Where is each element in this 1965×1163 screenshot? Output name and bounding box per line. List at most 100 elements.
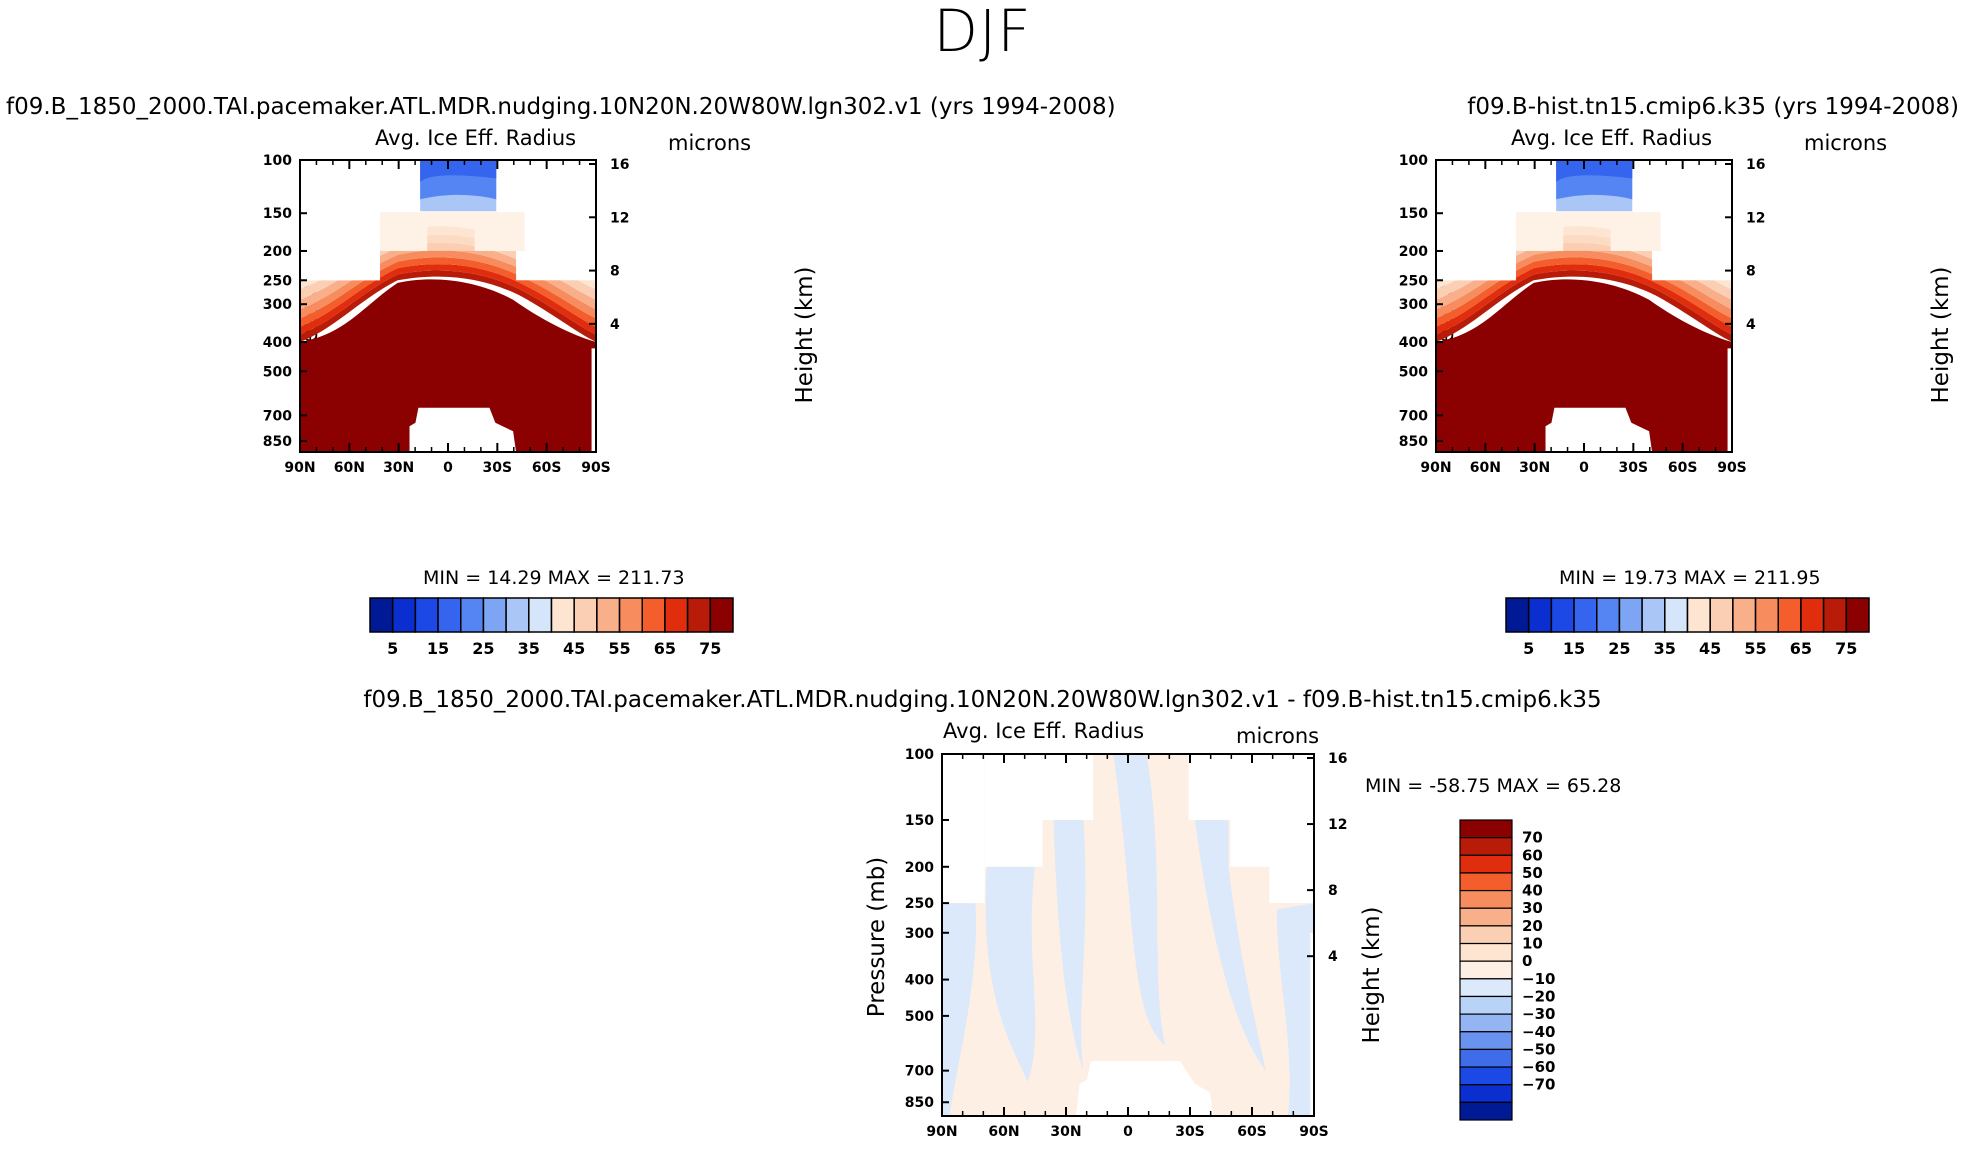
left-ptick-label-850: 850 <box>263 434 292 450</box>
right-xtick-label-3: 0 <box>1579 460 1589 476</box>
diff-cbar-box-8 <box>1459 960 1513 980</box>
right-units-label: microns <box>1804 131 1888 155</box>
diff-cbar-label-2: 50 <box>1522 864 1543 882</box>
right-cbar-label-3: 35 <box>1654 639 1676 658</box>
left-cbar-box-4 <box>460 597 485 633</box>
left-mask-h <box>341 160 380 214</box>
diff-mask-c <box>1042 754 1094 820</box>
right-cbar-box-3 <box>1573 597 1598 633</box>
diff-cbar-box-0 <box>1459 819 1513 839</box>
diff-cbar-label-12: −50 <box>1522 1040 1555 1058</box>
diff-xtick-label-2: 30N <box>1050 1124 1081 1140</box>
diff-cbar-box-6 <box>1459 925 1513 945</box>
diff-ptick-label-200: 200 <box>905 860 934 876</box>
diff-mask-b <box>984 754 1043 867</box>
left-layer-core <box>300 279 596 452</box>
left-htick-label-4: 4 <box>610 317 620 333</box>
left-mask-c <box>300 250 380 281</box>
right-field-label: Avg. Ice Eff. Radius <box>1511 126 1713 150</box>
left-ptick-label-700: 700 <box>263 408 292 424</box>
left-cbar-box-1 <box>391 597 417 633</box>
right-ptick-label-850: 850 <box>1399 434 1428 450</box>
diff-cbar-box-12 <box>1459 1031 1513 1051</box>
right-ptick-label-200: 200 <box>1399 244 1428 260</box>
left-layer-13 <box>300 264 596 335</box>
left-cbar-label-6: 65 <box>654 639 676 658</box>
right-ylabel-right: Height (km) <box>1928 266 1954 403</box>
diff-xtick-label-4: 30S <box>1175 1124 1205 1140</box>
left-htick-label-16: 16 <box>610 157 629 173</box>
left-xtick-label-3: 0 <box>443 460 453 476</box>
left-cbar-label-2: 25 <box>472 639 494 658</box>
right-cbar-label-4: 45 <box>1699 639 1721 658</box>
diff-xtick-label-5: 60S <box>1237 1124 1267 1140</box>
left-cbar-label-0: 5 <box>387 639 398 658</box>
diff-cbar-box-3 <box>1459 872 1513 892</box>
diff-ylabel-right-text: Height (km) <box>1359 906 1385 1043</box>
diff-blue-2 <box>985 866 1036 1082</box>
diff-cbar-label-1: 60 <box>1522 846 1543 864</box>
right-cbar-label-2: 25 <box>1608 639 1630 658</box>
diff-ptick-label-100: 100 <box>905 747 934 763</box>
left-ptick-label-400: 400 <box>263 335 292 351</box>
diff-right-edge <box>1310 932 1314 1116</box>
diff-ylabel: Pressure (mb) <box>864 857 890 1017</box>
diff-ptick-label-400: 400 <box>905 973 934 989</box>
diff-cbar-label-9: −20 <box>1522 987 1555 1005</box>
diff-cbar-label-4: 30 <box>1522 899 1543 917</box>
right-cbar-box-14 <box>1822 597 1848 633</box>
right-plot: 100 150 200 250 300 400 500 700 850 16 12 8 4 90N 60N 3… <box>1399 153 1766 476</box>
right-htick-label-12: 12 <box>1746 210 1765 226</box>
left-ptick-label-100: 100 <box>263 153 292 169</box>
left-cbar-box-3 <box>437 597 462 633</box>
right-cbar-box-5 <box>1618 597 1643 633</box>
left-shelf <box>379 212 525 251</box>
diff-orography <box>1075 1061 1214 1116</box>
left-xtick-label-2: 30N <box>383 460 414 476</box>
right-panel-title: f09.B-hist.tn15.cmip6.k35 (yrs 1994-2008… <box>1467 94 1959 120</box>
left-units-label: microns <box>668 131 752 155</box>
left-cbar-box-0 <box>369 597 394 633</box>
right-cbar-box-11 <box>1754 597 1779 633</box>
diff-cbar-box-14 <box>1459 1066 1513 1086</box>
diff-mask-f <box>1269 754 1314 904</box>
right-cbar-box-13 <box>1800 597 1825 633</box>
right-field <box>1436 160 1732 452</box>
diff-panel-title: f09.B_1850_2000.TAI.pacemaker.ATL.MDR.nu… <box>363 687 1602 713</box>
diff-minmax: MIN = -58.75 MAX = 65.28 <box>1365 775 1622 797</box>
left-xtick-label-4: 30S <box>483 460 513 476</box>
diff-ptick-label-300: 300 <box>905 926 934 942</box>
right-mask-h <box>1477 160 1516 214</box>
right-right-edge <box>1727 348 1732 452</box>
right-cbar-box-6 <box>1641 597 1666 633</box>
diff-xtick-label-1: 60N <box>988 1124 1019 1140</box>
diff-cbar-box-5 <box>1459 907 1513 927</box>
right-cbar-box-9 <box>1709 597 1734 633</box>
right-xtick-label-2: 30N <box>1519 460 1550 476</box>
diff-plot: 100 150 200 250 300 400 500 700 850 16 12 8 4 90N 60N 3… <box>905 747 1348 1140</box>
right-mask-c <box>1436 250 1516 281</box>
right-layer-core <box>1436 279 1732 452</box>
left-xtick-label-0: 90N <box>284 460 315 476</box>
diff-field <box>942 754 1314 1116</box>
left-cbar-label-7: 75 <box>699 639 721 658</box>
diff-cbar-label-5: 20 <box>1522 917 1543 935</box>
right-ptick-label-300: 300 <box>1399 297 1428 313</box>
left-cbar-box-10 <box>596 597 621 633</box>
diff-field-label: Avg. Ice Eff. Radius <box>943 719 1145 743</box>
diff-ylabel-text: Pressure (mb) <box>864 857 890 1017</box>
diff-cbar-box-11 <box>1459 1013 1513 1033</box>
left-xtick-label-1: 60N <box>334 460 365 476</box>
left-cbar-box-15 <box>709 597 734 633</box>
right-cbar-box-10 <box>1732 597 1757 633</box>
left-xtick-label-5: 60S <box>532 460 562 476</box>
left-cbar-box-12 <box>641 597 666 633</box>
diff-cbar-box-7 <box>1459 942 1513 962</box>
diff-cbar-box-9 <box>1459 978 1513 998</box>
right-ptick-label-250: 250 <box>1399 273 1428 289</box>
diff-ptick-label-150: 150 <box>905 813 934 829</box>
left-ylabel-right: Height (km) <box>792 266 818 403</box>
diff-ptick-label-850: 850 <box>905 1095 934 1111</box>
left-cbar-box-7 <box>528 597 553 633</box>
diff-xtick-label-0: 90N <box>926 1124 957 1140</box>
